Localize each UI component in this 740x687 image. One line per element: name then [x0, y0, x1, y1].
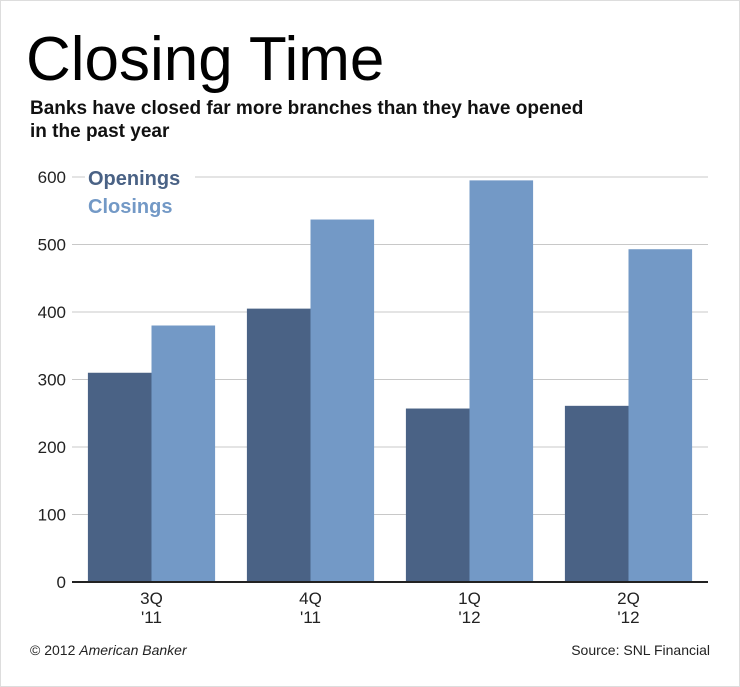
- x-tick-label: 4Q: [299, 589, 322, 608]
- subtitle: Banks have closed far more branches than…: [30, 98, 583, 119]
- legend-entry: Openings: [88, 168, 180, 190]
- subtitle: in the past year: [30, 121, 170, 142]
- bar: [246, 308, 311, 582]
- credit-name: American Banker: [78, 642, 188, 658]
- x-tick-label: '12: [617, 608, 639, 627]
- bar: [87, 372, 152, 582]
- bar: [405, 408, 470, 582]
- x-tick-label: '12: [458, 608, 480, 627]
- legend-bg: [85, 195, 195, 221]
- credit: © 2012 American Banker: [30, 642, 188, 658]
- y-tick-label: 600: [38, 168, 66, 187]
- credit-prefix: © 2012: [30, 642, 76, 658]
- y-tick-label: 200: [38, 438, 66, 457]
- bar: [151, 325, 216, 582]
- bar: [310, 219, 375, 582]
- legend-entry: Closings: [88, 196, 172, 218]
- legend-bg: [85, 167, 195, 193]
- x-tick-label: '11: [141, 608, 162, 627]
- bar: [469, 180, 534, 582]
- bar: [564, 405, 629, 582]
- bar: [628, 249, 693, 582]
- x-tick-label: '11: [300, 608, 321, 627]
- y-tick-label: 500: [38, 236, 66, 255]
- x-tick-label: 3Q: [140, 589, 163, 608]
- x-tick-label: 1Q: [458, 589, 481, 608]
- y-tick-label: 100: [38, 506, 66, 525]
- chart-title: Closing Time: [26, 25, 384, 94]
- source: Source: SNL Financial: [571, 642, 710, 658]
- x-tick-label: 2Q: [617, 589, 640, 608]
- y-tick-label: 300: [38, 371, 66, 390]
- y-tick-label: 0: [57, 573, 66, 592]
- y-tick-label: 400: [38, 303, 66, 322]
